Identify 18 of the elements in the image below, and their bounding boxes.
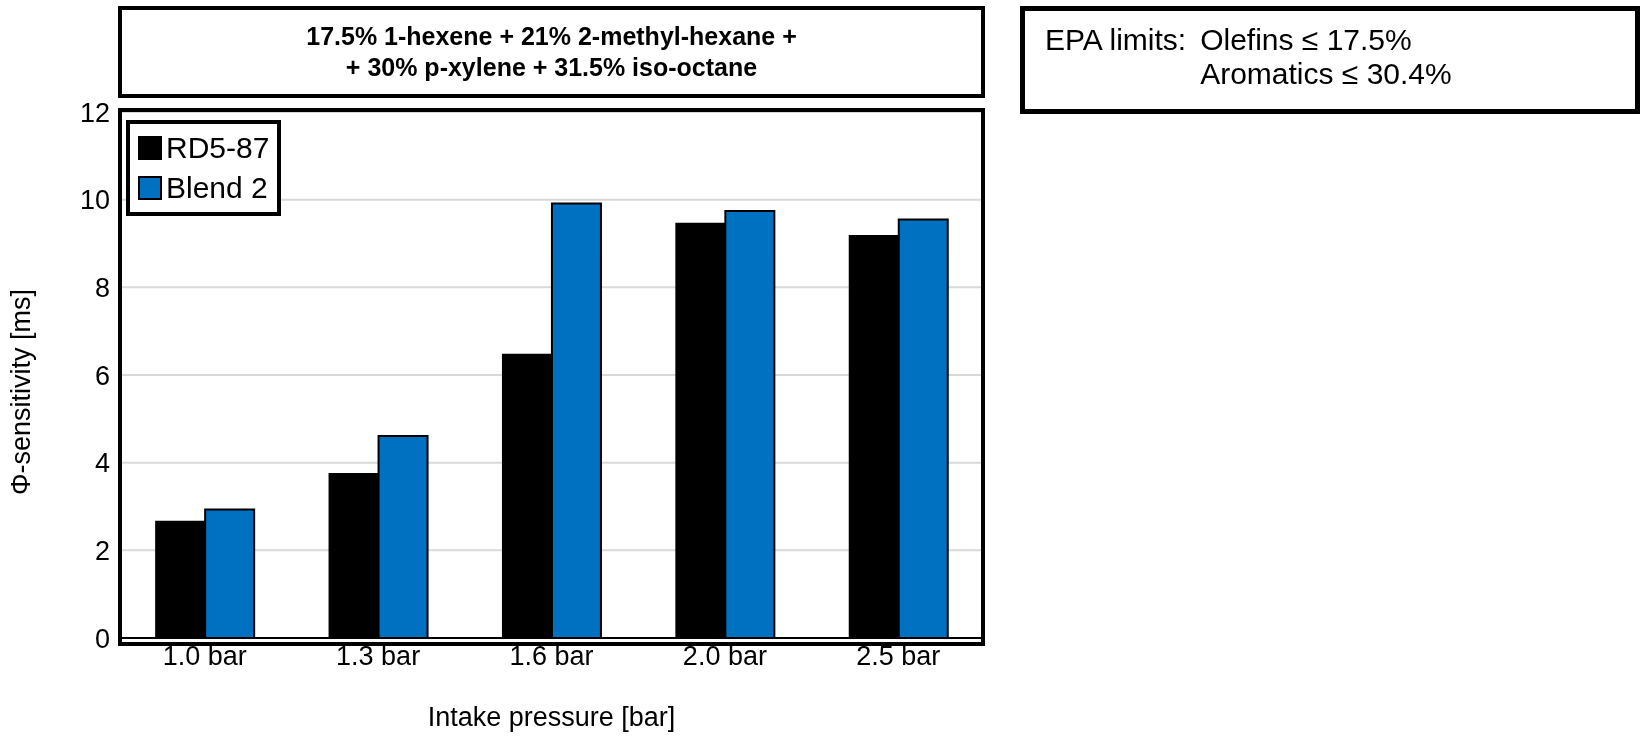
x-tick-label: 2.5 bar [856, 641, 941, 672]
y-tick-label: 10 [79, 185, 110, 216]
y-tick-label: 12 [79, 97, 110, 128]
x-tick-label: 1.0 bar [162, 641, 247, 672]
y-tick-label: 8 [94, 272, 110, 303]
x-tick-label: 1.3 bar [336, 641, 421, 672]
legend-label: Blend 2 [166, 170, 268, 206]
y-axis-title: Φ-sensitivity [ms] [5, 288, 36, 495]
x-tick-label: 2.0 bar [682, 641, 767, 672]
y-tick-label: 6 [94, 360, 110, 391]
x-tick-label: 1.6 bar [509, 641, 594, 672]
legend-label: RD5-87 [166, 130, 270, 166]
y-tick-label: 2 [94, 535, 110, 566]
y-tick-label: 4 [94, 448, 110, 479]
chart-title: 17.5% 1-hexene + 21% 2-methyl-hexane + + 30% p-xylene + 31.5% iso-octane [306, 21, 797, 83]
x-axis-title: Intake pressure [bar] [427, 702, 676, 732]
y-tick-label: 0 [94, 623, 110, 654]
text: EPA limits: Olefins ≤ 17.5% Aromatics ≤ 30.4% [1045, 23, 1466, 91]
